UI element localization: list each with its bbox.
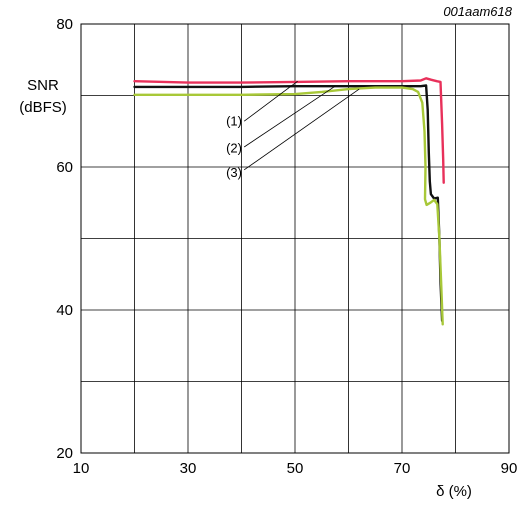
x-tick-label: 50: [287, 460, 304, 477]
annotation-leader-2: [243, 85, 336, 148]
figure-id-label: 001aam618: [443, 4, 512, 19]
series-line-1: [133, 77, 445, 184]
y-tick-label: 40: [56, 302, 73, 319]
annotation-label-1: (1): [226, 114, 242, 129]
y-tick-label: 20: [56, 445, 73, 462]
plot-grid: [80, 23, 510, 454]
axis-tick-labels: 10 30 50 70 90 20 40 60 80: [56, 16, 517, 477]
y-tick-label: 60: [56, 159, 73, 176]
y-tick-label: 80: [56, 16, 73, 33]
annotation-label-3: (3): [226, 165, 242, 180]
annotation-label-2: (2): [226, 141, 242, 156]
series-group: [133, 77, 445, 326]
y-axis-label-line-2: (dBFS): [19, 99, 67, 116]
x-tick-label: 70: [394, 460, 411, 477]
annotation-leader-1: [243, 80, 298, 122]
x-tick-label: 10: [73, 460, 90, 477]
plot-frame: [80, 23, 510, 454]
annotation-leader-3: [243, 88, 360, 171]
series-annotations: (1) (2) (3): [226, 80, 360, 180]
x-axis-label: δ (%): [436, 483, 472, 500]
x-tick-label: 90: [501, 460, 518, 477]
y-axis-label-line-1: SNR: [27, 77, 59, 94]
series-line-2: [133, 84, 444, 322]
x-tick-label: 30: [180, 460, 197, 477]
series-line-3: [133, 86, 444, 326]
